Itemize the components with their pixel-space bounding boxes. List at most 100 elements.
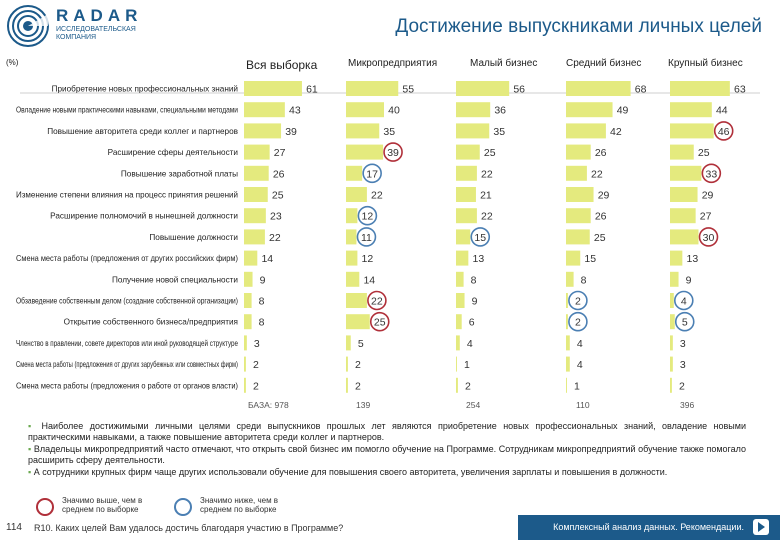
value-label: 2: [253, 359, 259, 371]
category-label: Повышение должности: [149, 233, 238, 242]
value-label: 9: [260, 274, 266, 286]
footer-section: Комплексный анализ данных. Рекомендации.: [553, 522, 744, 532]
significance-circle: [470, 227, 491, 247]
bar: [244, 144, 270, 160]
value-label: 22: [371, 190, 383, 202]
bar: [456, 250, 469, 266]
value-label: 42: [610, 126, 622, 138]
bar: [346, 271, 360, 287]
brand-name: RADAR: [56, 6, 143, 25]
value-label: 8: [581, 274, 587, 286]
bar: [456, 102, 491, 118]
category-label: Смена места работы (предложения от други…: [16, 254, 238, 263]
bar: [244, 293, 252, 308]
bar: [244, 356, 246, 372]
question-text: R10. Каких целей Вам удалось достичь бла…: [34, 523, 344, 533]
category-label: Обзаведение собственным делом (создание …: [16, 297, 238, 306]
bar: [346, 377, 348, 393]
radar-logo-icon: [7, 5, 49, 47]
value-label: 2: [575, 317, 581, 329]
value-label: 2: [575, 296, 581, 308]
value-label: 26: [595, 211, 607, 223]
bar: [456, 314, 462, 330]
bar: [566, 144, 591, 160]
category-label: Расширение сферы деятельности: [108, 148, 238, 157]
bar: [566, 293, 568, 308]
value-label: 12: [362, 253, 374, 265]
legend-higher-icon: [36, 498, 54, 516]
bar: [244, 123, 282, 139]
bar: [670, 250, 683, 266]
bar: [566, 271, 574, 287]
value-label: 55: [402, 84, 414, 96]
bar: [244, 102, 285, 118]
value-label: 22: [481, 211, 493, 223]
bullet-icon: ▪: [28, 467, 34, 477]
bar: [670, 123, 714, 139]
value-label: 11: [361, 232, 372, 244]
category-label: Овладение новыми практическими навыками,…: [16, 106, 238, 115]
page-number: 114: [6, 522, 22, 533]
bar: [456, 377, 458, 393]
bar: [456, 229, 471, 245]
significance-circle: [362, 163, 382, 184]
value-label: 9: [686, 274, 692, 286]
bar: [456, 144, 480, 160]
value-label: 22: [591, 168, 603, 180]
bar: [566, 187, 594, 202]
value-label: 1: [574, 380, 580, 392]
significance-circle: [369, 311, 390, 332]
bar: [670, 314, 675, 330]
bar: [566, 356, 570, 372]
value-label: 2: [253, 380, 259, 392]
value-label: 3: [680, 359, 686, 371]
value-label: 12: [362, 211, 374, 223]
value-label: 8: [471, 274, 477, 286]
bar: [346, 356, 348, 372]
bar: [346, 165, 363, 181]
unit-label: (%): [6, 58, 19, 67]
bar: [456, 271, 464, 287]
column-header-micro: Микропредприятия: [348, 58, 438, 69]
value-label: 4: [577, 359, 583, 371]
bar: [566, 165, 587, 181]
bar: [244, 271, 253, 287]
bar: [670, 293, 674, 308]
bar: [346, 314, 370, 330]
value-label: 21: [480, 190, 492, 202]
bar: [456, 123, 490, 139]
bar: [566, 102, 613, 118]
base-label: 139: [356, 400, 370, 410]
category-label: Членство в правлении, совете директоров …: [16, 339, 238, 348]
bar: [456, 293, 465, 308]
note-2: ▪ Владельцы микропредприятий часто отмеч…: [28, 444, 746, 465]
category-label: Смена места работы (предложения о работе…: [16, 381, 238, 390]
bar: [244, 229, 265, 245]
bar: [670, 81, 730, 96]
footer-bar: [518, 515, 780, 540]
value-label: 5: [682, 317, 688, 329]
next-page-icon[interactable]: [752, 518, 770, 536]
value-label: 25: [272, 190, 284, 202]
significance-circle: [673, 290, 694, 311]
value-label: 25: [698, 147, 710, 159]
bar: [244, 250, 258, 266]
bar: [670, 335, 673, 351]
legend-lower-icon: [174, 498, 192, 516]
value-label: 2: [355, 359, 361, 371]
value-label: 15: [474, 232, 486, 244]
category-label: Получение новой специальности: [112, 275, 238, 284]
note-1: ▪ Наиболее достижимыми личными целями ср…: [28, 421, 746, 442]
bar: [244, 165, 269, 181]
category-label: Повышение авторитета среди коллег и парт…: [47, 127, 238, 136]
value-label: 13: [473, 253, 485, 265]
page-title: Достижение выпускниками личных целей: [395, 16, 762, 37]
bar: [670, 271, 679, 287]
bar: [566, 250, 581, 266]
value-label: 9: [472, 296, 478, 308]
bullet-icon: ▪: [28, 421, 42, 431]
value-label: 22: [269, 232, 281, 244]
value-label: 25: [594, 232, 606, 244]
note-3: ▪ А сотрудники крупных фирм чаще других …: [28, 467, 668, 477]
value-label: 2: [355, 380, 361, 392]
